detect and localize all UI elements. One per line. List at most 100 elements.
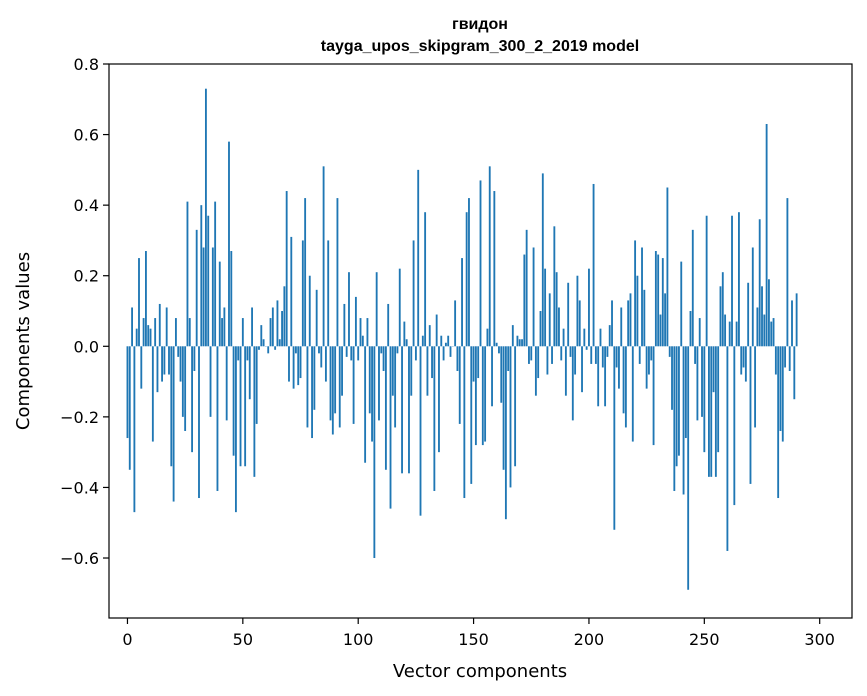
bar-200 — [588, 268, 590, 347]
bar-33 — [202, 247, 205, 347]
bar-77 — [304, 198, 307, 347]
bar-160 — [495, 342, 498, 347]
bar-260 — [726, 346, 729, 551]
bar-51 — [244, 346, 247, 467]
bar-284 — [781, 346, 784, 442]
bar-246 — [694, 346, 697, 364]
bar-27 — [188, 318, 191, 347]
bar-235 — [668, 346, 671, 357]
bar-232 — [661, 258, 664, 347]
bar-126 — [417, 169, 420, 347]
x-axis-label: Vector components — [393, 661, 567, 682]
bar-96 — [348, 272, 350, 347]
bar-88 — [329, 346, 332, 421]
bar-119 — [401, 346, 403, 474]
bar-59 — [262, 339, 265, 347]
bar-268 — [744, 346, 747, 382]
bar-121 — [405, 339, 408, 347]
bar-169 — [516, 335, 519, 347]
y-tick-label: 0.6 — [74, 126, 99, 145]
bar-16 — [163, 346, 166, 375]
bar-219 — [631, 346, 634, 442]
bar-202 — [592, 183, 595, 347]
bar-262 — [731, 215, 733, 347]
bar-285 — [784, 346, 787, 368]
bar-2 — [131, 307, 133, 347]
bar-225 — [645, 346, 648, 389]
bar-222 — [638, 346, 641, 364]
bar-250 — [703, 346, 706, 453]
bar-180 — [541, 173, 544, 347]
bar-212 — [615, 346, 618, 368]
bar-237 — [673, 346, 676, 491]
bar-34 — [204, 88, 207, 347]
bar-171 — [521, 339, 523, 347]
bar-244 — [689, 311, 692, 347]
bar-63 — [271, 307, 274, 347]
bar-259 — [724, 314, 727, 347]
bar-282 — [777, 346, 780, 499]
bar-62 — [269, 318, 272, 347]
bar-257 — [719, 286, 722, 347]
bar-94 — [343, 303, 346, 347]
bar-157 — [488, 166, 491, 347]
bar-280 — [772, 318, 775, 347]
bar-65 — [276, 300, 279, 347]
bar-275 — [761, 286, 763, 347]
bars-group — [126, 88, 798, 590]
bar-179 — [539, 311, 542, 347]
bar-174 — [528, 346, 530, 364]
bar-224 — [643, 289, 646, 347]
bar-36 — [209, 346, 212, 417]
bar-240 — [680, 261, 683, 347]
bar-188 — [560, 346, 563, 361]
bar-55 — [253, 346, 256, 477]
bar-198 — [583, 328, 586, 347]
bar-249 — [701, 346, 703, 417]
bar-31 — [198, 346, 200, 499]
bar-263 — [733, 346, 736, 506]
bar-117 — [396, 346, 399, 354]
bar-84 — [320, 346, 323, 368]
bar-131 — [428, 325, 431, 347]
bar-199 — [585, 346, 588, 350]
bar-155 — [484, 346, 487, 442]
bar-17 — [165, 307, 168, 347]
bar-68 — [283, 286, 286, 347]
bar-241 — [682, 346, 685, 495]
bar-184 — [551, 346, 553, 364]
bar-210 — [611, 300, 613, 347]
bar-149 — [470, 346, 473, 484]
bar-218 — [629, 293, 632, 347]
y-tick-label: 0.0 — [74, 337, 99, 356]
bar-139 — [447, 335, 450, 347]
bar-110 — [380, 346, 383, 354]
bar-95 — [345, 346, 348, 357]
bar-206 — [601, 346, 604, 368]
bar-197 — [581, 346, 583, 393]
bar-209 — [608, 325, 611, 347]
bar-14 — [158, 303, 161, 347]
bar-103 — [364, 346, 367, 463]
bar-67 — [281, 311, 283, 347]
bar-76 — [301, 240, 304, 347]
bar-127 — [419, 346, 422, 516]
bar-44 — [228, 141, 230, 347]
bar-274 — [758, 219, 761, 347]
bar-57 — [258, 346, 260, 350]
bar-28 — [191, 346, 193, 453]
bar-135 — [438, 346, 440, 453]
bar-230 — [657, 254, 660, 347]
bar-205 — [599, 328, 602, 347]
bar-173 — [525, 229, 528, 347]
bar-15 — [161, 346, 163, 382]
x-tick-label: 300 — [804, 630, 835, 649]
bar-43 — [225, 346, 228, 421]
bar-61 — [267, 346, 270, 354]
bar-153 — [479, 180, 482, 347]
bar-238 — [675, 346, 678, 467]
bar-0 — [126, 346, 129, 439]
plot-frame — [108, 63, 853, 619]
bar-71 — [290, 236, 293, 347]
bar-82 — [315, 289, 318, 347]
